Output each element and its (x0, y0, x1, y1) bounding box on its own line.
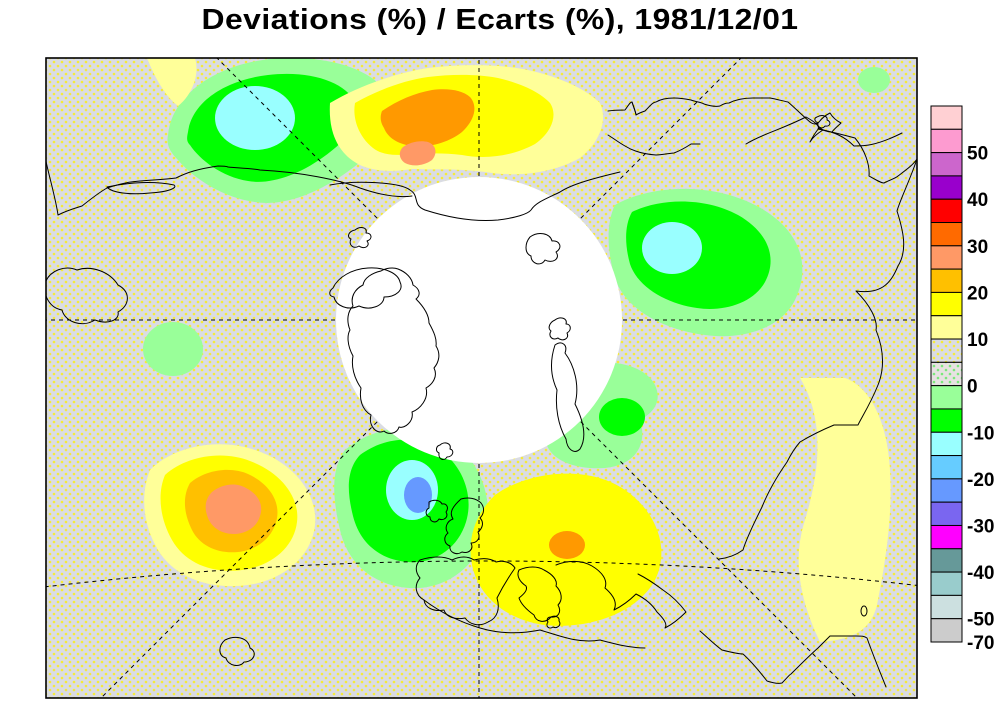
svg-text:40: 40 (967, 190, 988, 211)
svg-text:20: 20 (967, 283, 988, 304)
svg-text:-70: -70 (967, 633, 994, 654)
svg-text:-20: -20 (967, 470, 994, 491)
svg-text:-40: -40 (967, 563, 994, 584)
svg-text:10: 10 (967, 330, 988, 351)
svg-text:-50: -50 (967, 610, 994, 631)
svg-text:30: 30 (967, 237, 988, 258)
svg-text:-30: -30 (967, 516, 994, 537)
svg-text:-10: -10 (967, 423, 994, 444)
svg-text:0: 0 (967, 377, 978, 398)
svg-text:50: 50 (967, 144, 988, 165)
